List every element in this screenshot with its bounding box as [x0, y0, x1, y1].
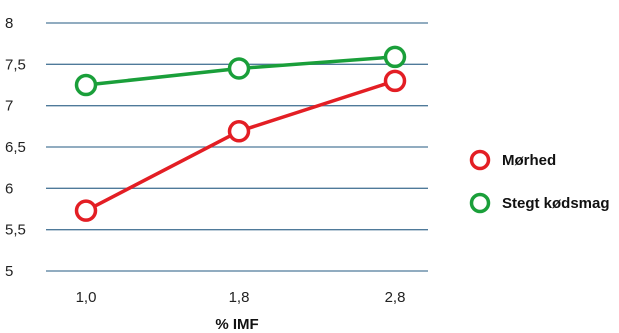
- data-point: [227, 57, 251, 80]
- x-tick-label: 1,8: [229, 289, 250, 306]
- y-tick-label: 5,5: [5, 222, 26, 239]
- data-point: [74, 199, 98, 222]
- y-tick-label: 7: [5, 98, 13, 115]
- y-tick-label: 5: [5, 263, 13, 280]
- y-tick-label: 6: [5, 180, 13, 197]
- x-tick-label: 2,8: [385, 289, 406, 306]
- y-tick-label: 8: [5, 15, 13, 32]
- y-tick-label: 7,5: [5, 56, 26, 73]
- data-point: [227, 120, 251, 143]
- legend: Mørhed Stegt kødsmag: [469, 149, 610, 214]
- data-point: [383, 69, 407, 93]
- data-point: [74, 73, 98, 97]
- data-point: [383, 45, 407, 69]
- x-tick-label: 1,0: [76, 289, 97, 306]
- y-tick-label: 6,5: [5, 139, 26, 156]
- legend-label: Mørhed: [502, 152, 556, 169]
- legend-marker: [469, 149, 491, 171]
- x-axis-label: % IMF: [215, 316, 258, 333]
- y-axis-ticks: 5 5,5 6 6,5 7 7,5 8: [5, 15, 26, 280]
- legend-marker: [469, 192, 491, 214]
- x-axis-ticks: 1,0 1,8 2,8: [76, 289, 406, 306]
- legend-label: Stegt kødsmag: [502, 195, 610, 212]
- series-points: [74, 45, 407, 222]
- series-line: [85, 79, 396, 213]
